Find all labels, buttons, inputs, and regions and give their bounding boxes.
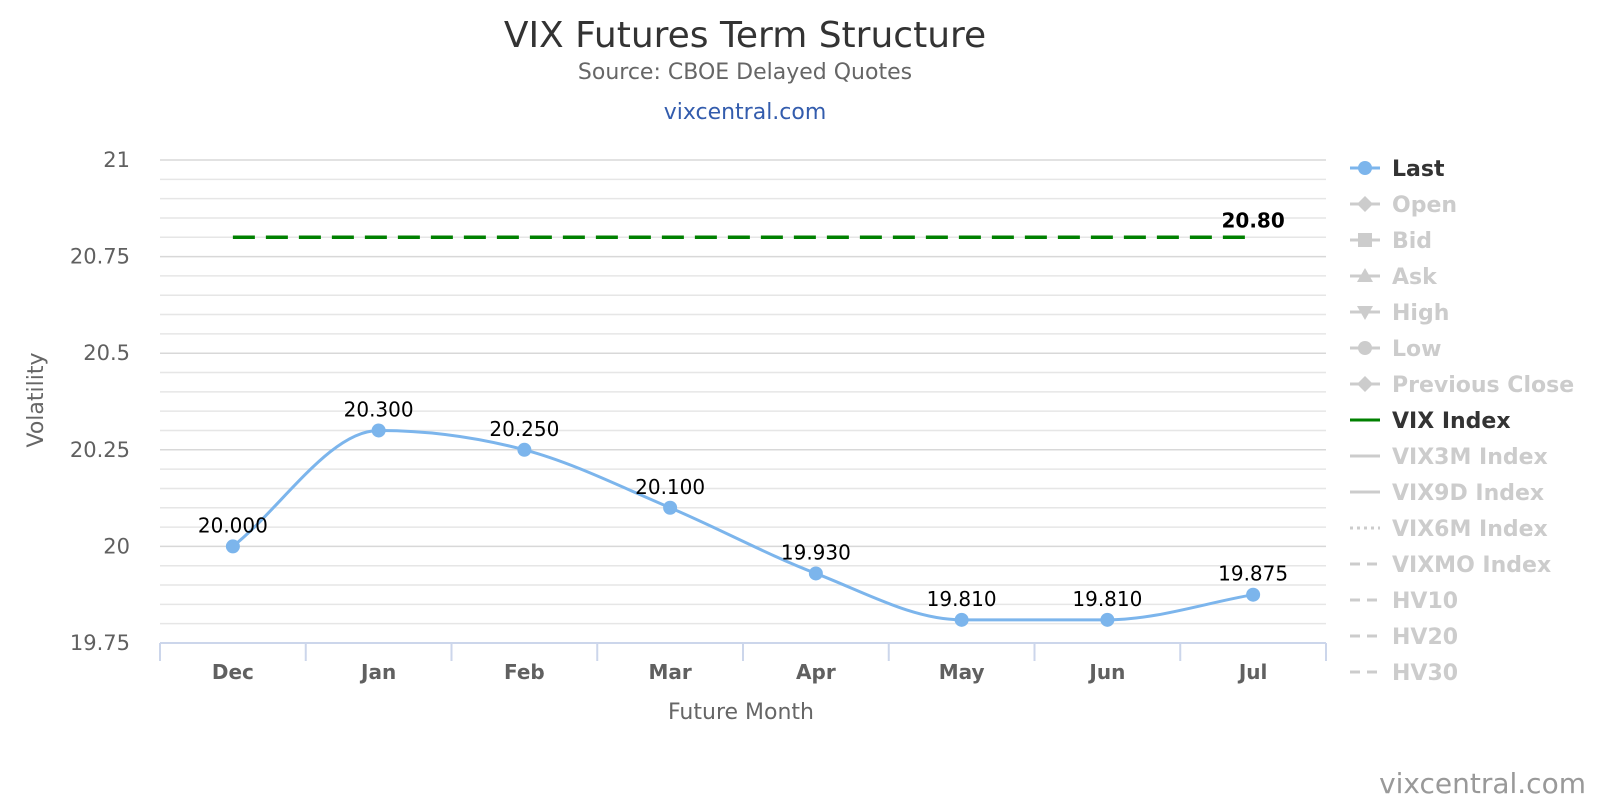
- last-data-point: [225, 539, 240, 554]
- last-data-point: [663, 500, 678, 515]
- x-tick-label: Jan: [359, 660, 396, 684]
- x-axis-title: Future Month: [668, 700, 814, 725]
- y-axis: 19.75 20 20.25 20.5 20.75 21: [70, 148, 130, 655]
- legend-item[interactable]: Low: [1350, 337, 1441, 362]
- legend-item[interactable]: Last: [1350, 157, 1445, 182]
- legend-label: Last: [1392, 157, 1445, 182]
- legend-item[interactable]: High: [1350, 301, 1449, 326]
- x-axis: Dec Jan Feb Mar Apr May Jun Jul: [159, 642, 1327, 684]
- y-tick-label: 20: [103, 534, 130, 558]
- last-data-point: [517, 442, 532, 457]
- legend-item[interactable]: VIXMO Index: [1350, 553, 1551, 578]
- legend-triangle-down-marker: [1357, 306, 1373, 320]
- y-axis-title: Volatility: [24, 352, 49, 447]
- legend: Last Open Bid Ask High Low Previous Close VIX I…: [1350, 157, 1574, 686]
- last-data-point: [1246, 587, 1261, 602]
- legend-label: VIXMO Index: [1392, 553, 1551, 578]
- last-data-point: [1100, 612, 1115, 627]
- legend-item[interactable]: Previous Close: [1350, 373, 1574, 398]
- y-tick-label: 19.75: [70, 631, 130, 655]
- last-data-label: 20.250: [489, 417, 559, 441]
- last-data-label: 19.930: [781, 540, 851, 564]
- legend-item[interactable]: HV10: [1350, 589, 1458, 614]
- legend-label: Ask: [1392, 265, 1438, 290]
- last-data-label: 20.300: [344, 397, 414, 421]
- legend-label: Previous Close: [1392, 373, 1574, 398]
- legend-item[interactable]: VIX Index: [1350, 409, 1511, 434]
- legend-label: HV10: [1392, 589, 1458, 614]
- legend-label: VIX Index: [1392, 409, 1511, 434]
- last-data-label: 19.810: [927, 587, 997, 611]
- y-tick-label: 21: [103, 148, 130, 172]
- x-tick-label: Mar: [648, 660, 691, 684]
- credit-text[interactable]: vixcentral.com: [1379, 767, 1586, 800]
- x-tick-label: Jun: [1087, 660, 1125, 684]
- x-tick-label: Jul: [1237, 660, 1268, 684]
- last-data-point: [808, 566, 823, 581]
- legend-label: VIX6M Index: [1392, 517, 1548, 542]
- legend-item[interactable]: Open: [1350, 193, 1457, 218]
- last-data-label: 20.000: [198, 513, 268, 537]
- gridlines: [160, 159, 1326, 625]
- y-tick-label: 20.75: [70, 245, 130, 269]
- legend-label: VIX3M Index: [1392, 445, 1548, 470]
- last-data-point: [954, 612, 969, 627]
- legend-label: HV20: [1392, 625, 1458, 650]
- last-data-label: 20.100: [635, 475, 705, 499]
- x-tick-label: Dec: [212, 660, 254, 684]
- legend-item[interactable]: HV30: [1350, 661, 1458, 686]
- chart-title: VIX Futures Term Structure: [504, 15, 986, 56]
- legend-label: VIX9D Index: [1392, 481, 1544, 506]
- legend-square-marker: [1358, 233, 1372, 247]
- vixcentral-link[interactable]: vixcentral.com: [664, 100, 827, 125]
- last-data-label: 19.875: [1218, 562, 1288, 586]
- x-tick-label: May: [939, 660, 985, 684]
- legend-diamond-marker: [1357, 196, 1373, 212]
- last-data-label: 19.810: [1072, 587, 1142, 611]
- legend-item[interactable]: Bid: [1350, 229, 1432, 254]
- legend-label: Low: [1392, 337, 1441, 362]
- legend-diamond-marker: [1357, 376, 1373, 392]
- legend-item[interactable]: HV20: [1350, 625, 1458, 650]
- plot-series: 20.80 20.000 20.300 20.250 20.100 19.930 19.81…: [198, 208, 1288, 627]
- vix-index-value-label: 20.80: [1221, 208, 1284, 232]
- legend-circle-marker: [1358, 161, 1372, 175]
- legend-label: HV30: [1392, 661, 1458, 686]
- legend-label: Open: [1392, 193, 1457, 218]
- legend-label: Bid: [1392, 229, 1432, 254]
- legend-item[interactable]: Ask: [1350, 265, 1438, 290]
- legend-item[interactable]: VIX3M Index: [1350, 445, 1548, 470]
- legend-triangle-marker: [1357, 268, 1373, 282]
- last-data-point: [371, 423, 386, 438]
- chart-subtitle: Source: CBOE Delayed Quotes: [578, 60, 912, 85]
- y-tick-label: 20.5: [83, 341, 130, 365]
- x-tick-label: Feb: [504, 660, 545, 684]
- legend-item[interactable]: VIX9D Index: [1350, 481, 1544, 506]
- legend-label: High: [1392, 301, 1449, 326]
- legend-circle-marker: [1358, 341, 1372, 355]
- y-tick-label: 20.25: [70, 438, 130, 462]
- x-tick-label: Apr: [796, 660, 836, 684]
- legend-item[interactable]: VIX6M Index: [1350, 517, 1548, 542]
